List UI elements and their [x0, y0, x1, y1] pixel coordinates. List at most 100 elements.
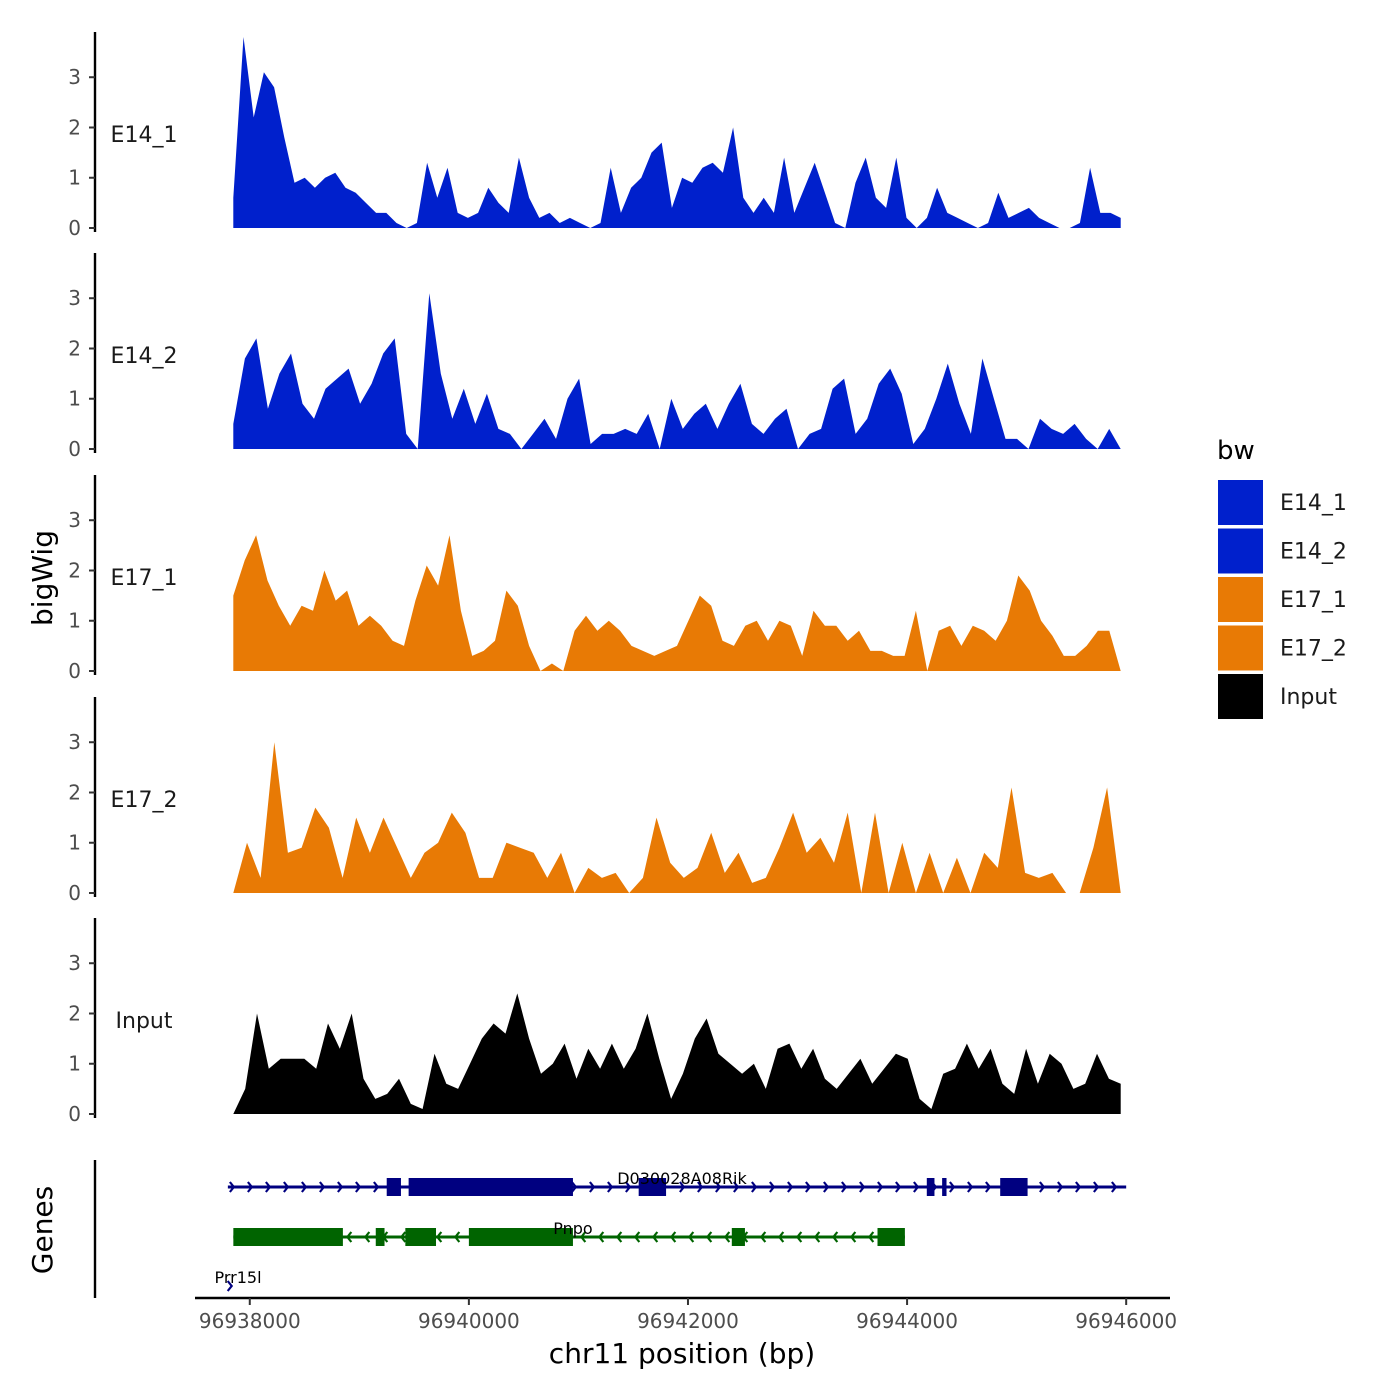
gene-exon — [731, 1228, 745, 1246]
y-tick-label: 3 — [68, 730, 81, 754]
strand-arrow — [283, 1181, 290, 1193]
strand-arrow — [877, 1181, 884, 1193]
y-tick-label: 0 — [68, 437, 81, 461]
strand-arrow — [633, 1231, 641, 1243]
strand-arrow — [363, 1231, 371, 1243]
track-label: E17_2 — [111, 788, 178, 813]
y-tick-label: 1 — [68, 1052, 81, 1076]
strand-arrow — [859, 1181, 866, 1193]
track-label: E14_2 — [111, 344, 178, 369]
strand-arrow — [895, 1181, 902, 1193]
strand-arrow — [795, 1231, 803, 1243]
y-axis-title: bigWig — [26, 530, 59, 626]
x-tick-label: 96942000 — [637, 1309, 739, 1333]
track-label: Input — [116, 1009, 173, 1034]
x-tick-label: 96940000 — [418, 1309, 520, 1333]
coverage-tracks: 0 1 2 3 E14_1 0 1 2 3 E14_2 0 1 2 3 E17_1 0 1 2 3 E17_2 0 1 2 3… — [68, 32, 1121, 1126]
gene-Pnpo: Pnpo — [233, 1219, 905, 1246]
coverage-area-E14_1 — [233, 37, 1121, 228]
strand-arrow — [355, 1181, 362, 1193]
strand-arrow — [813, 1231, 821, 1243]
gene-exon — [375, 1228, 385, 1246]
gene-exon — [233, 1228, 343, 1246]
gene-exon — [1000, 1178, 1028, 1196]
legend-swatch — [1218, 674, 1263, 719]
strand-arrow — [697, 1181, 704, 1193]
legend-swatch — [1218, 577, 1263, 622]
legend-label: E14_1 — [1280, 491, 1347, 516]
strand-arrow — [787, 1181, 794, 1193]
strand-arrow — [831, 1231, 839, 1243]
track-E17_2: 0 1 2 3 E17_2 — [68, 697, 1121, 905]
strand-arrow — [805, 1181, 812, 1193]
strand-arrow — [679, 1181, 686, 1193]
y-tick-label: 2 — [68, 780, 81, 804]
legend: bw E14_1 E14_2 E17_1 E17_2 Input — [1217, 436, 1347, 719]
strand-arrow — [651, 1231, 659, 1243]
strand-arrow — [733, 1181, 740, 1193]
strand-arrow — [849, 1231, 857, 1243]
strand-arrow — [751, 1181, 758, 1193]
strand-arrow — [723, 1231, 731, 1243]
y-tick-label: 2 — [68, 115, 81, 139]
strand-arrow — [1057, 1181, 1064, 1193]
strand-arrow — [687, 1231, 695, 1243]
legend-label: E17_2 — [1280, 637, 1347, 662]
legend-swatch — [1218, 480, 1263, 525]
strand-arrow — [669, 1231, 677, 1243]
strand-arrow — [571, 1181, 578, 1193]
legend-swatch — [1218, 528, 1263, 574]
track-E14_2: 0 1 2 3 E14_2 — [68, 253, 1121, 461]
y-tick-label: 3 — [68, 508, 81, 532]
x-axis-title: chr11 position (bp) — [549, 1337, 815, 1370]
y-tick-label: 1 — [68, 609, 81, 633]
strand-arrow — [301, 1181, 308, 1193]
gene-exon — [468, 1228, 573, 1246]
coverage-area-E17_2 — [233, 742, 1121, 893]
gene-exon — [408, 1178, 573, 1196]
gene-exon — [386, 1178, 401, 1196]
strand-arrow — [985, 1181, 992, 1193]
strand-arrow — [589, 1181, 596, 1193]
strand-arrow — [226, 1280, 234, 1292]
gene-Prr15l: Prr15l — [214, 1268, 262, 1292]
strand-arrow — [867, 1231, 875, 1243]
coverage-area-Input — [233, 993, 1121, 1114]
legend-label: E17_1 — [1280, 588, 1347, 613]
genes-panel: D030028A08Rik Pnpo Prr15l — [93, 1160, 1127, 1298]
y-tick-label: 1 — [68, 831, 81, 855]
strand-arrow — [399, 1231, 407, 1243]
strand-arrow — [607, 1181, 614, 1193]
gene-D030028A08Rik: D030028A08Rik — [227, 1169, 1127, 1196]
legend-label: E14_2 — [1280, 540, 1347, 565]
coverage-area-E14_2 — [233, 293, 1121, 449]
y-tick-label: 3 — [68, 951, 81, 975]
coverage-area-E17_1 — [233, 535, 1121, 671]
strand-arrow — [1111, 1181, 1118, 1193]
y-tick-label: 3 — [68, 65, 81, 89]
gene-exon — [638, 1178, 667, 1196]
track-Input: 0 1 2 3 Input — [68, 918, 1121, 1126]
strand-arrow — [715, 1181, 722, 1193]
strand-arrow — [1075, 1181, 1082, 1193]
strand-arrow — [949, 1181, 956, 1193]
y-tick-label: 2 — [68, 336, 81, 360]
y-tick-label: 1 — [68, 166, 81, 190]
gene-label: D030028A08Rik — [617, 1169, 747, 1188]
legend-title: bw — [1217, 436, 1255, 466]
x-tick-label: 96938000 — [199, 1309, 301, 1333]
strand-arrow — [967, 1181, 974, 1193]
track-label: E14_1 — [111, 123, 178, 148]
y-tick-label: 0 — [68, 659, 81, 683]
gene-label: Pnpo — [553, 1219, 592, 1238]
x-tick-label: 96946000 — [1075, 1309, 1177, 1333]
strand-arrow — [247, 1181, 254, 1193]
strand-arrow — [1093, 1181, 1100, 1193]
strand-arrow — [625, 1181, 632, 1193]
x-axis: 96938000 96940000 96942000 96944000 96946000 — [195, 1296, 1177, 1333]
strand-arrow — [579, 1231, 587, 1243]
strand-arrow — [777, 1231, 785, 1243]
strand-arrow — [229, 1181, 236, 1193]
strand-arrow — [265, 1181, 272, 1193]
